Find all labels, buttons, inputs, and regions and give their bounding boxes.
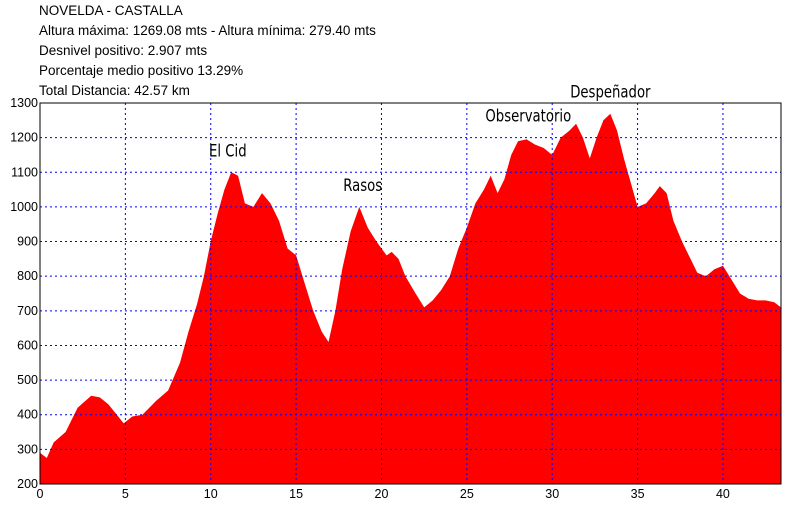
peak-labels: El Cid Rasos Observatorio Despeñador [209, 82, 651, 195]
y-tick-label: 1000 [10, 200, 38, 214]
elevation-gain: Desnivel positivo: 2.907 mts [39, 43, 208, 58]
axis-ticks: 0 5 10 15 20 25 30 35 40 200 300 400 500 600 700 800 900… [10, 96, 730, 501]
y-tick-label: 1300 [10, 96, 38, 110]
x-tick-label: 20 [375, 487, 389, 501]
plot-frame [39, 102, 782, 485]
x-tick-label: 10 [204, 487, 218, 501]
route-title: NOVELDA - CASTALLA [39, 3, 183, 18]
x-tick-label: 5 [122, 487, 129, 501]
chart-grid [40, 103, 781, 484]
average-gradient: Porcentaje medio positivo 13.29% [39, 63, 244, 78]
x-tick-label: 0 [37, 487, 44, 501]
y-tick-label: 800 [17, 269, 38, 283]
y-tick-label: 1100 [11, 165, 38, 179]
peak-label: Despeñador [570, 82, 651, 102]
y-tick-label: 600 [17, 338, 38, 352]
route-info: NOVELDA - CASTALLA Altura máxima: 1269.0… [39, 1, 376, 101]
peak-label: Observatorio [485, 106, 571, 126]
y-tick-label: 400 [17, 408, 38, 422]
y-tick-label: 900 [17, 235, 38, 249]
x-tick-label: 40 [716, 487, 730, 501]
peak-label: El Cid [209, 141, 247, 161]
y-tick-label: 200 [17, 477, 38, 491]
y-tick-label: 700 [17, 304, 38, 318]
elevation-area [40, 113, 781, 484]
x-tick-label: 15 [289, 487, 303, 501]
x-tick-label: 35 [631, 487, 645, 501]
x-tick-label: 30 [545, 487, 559, 501]
peak-label: Rasos [343, 175, 382, 195]
altitude-range: Altura máxima: 1269.08 mts - Altura míni… [39, 23, 376, 38]
y-tick-label: 300 [17, 442, 38, 456]
x-tick-label: 25 [460, 487, 474, 501]
total-distance: Total Distancia: 42.57 km [39, 83, 190, 98]
y-tick-label: 1200 [10, 131, 38, 145]
y-tick-label: 500 [17, 373, 38, 387]
